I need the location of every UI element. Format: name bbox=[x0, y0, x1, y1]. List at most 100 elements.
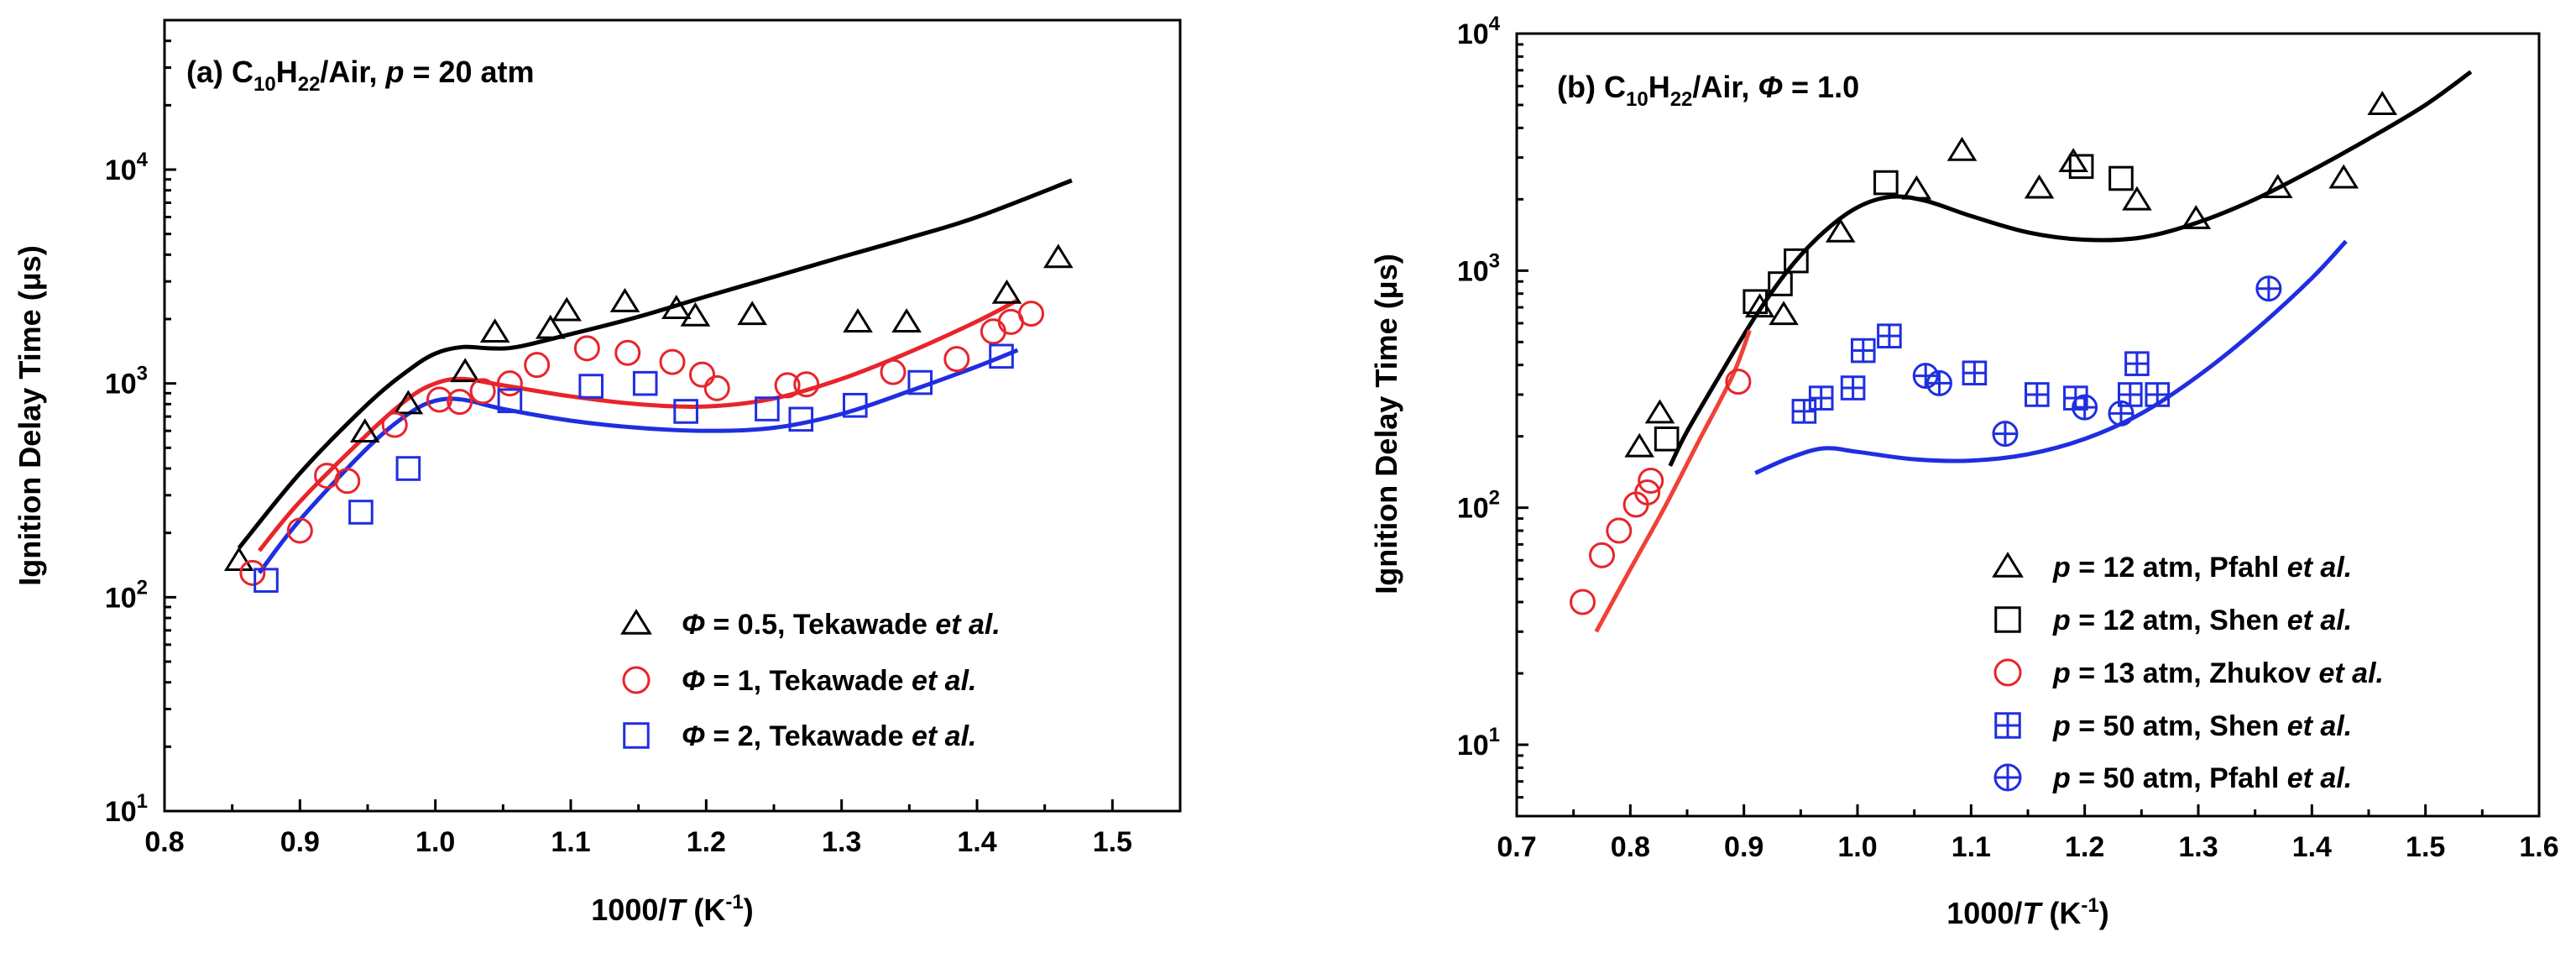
data-point-circle bbox=[1634, 479, 1661, 505]
svg-text:p = 12 atm, Pfahl et al.: p = 12 atm, Pfahl et al. bbox=[2052, 552, 2352, 584]
panel-b-model-lines bbox=[1594, 70, 2473, 633]
legend-marker-symbol bbox=[1992, 552, 2024, 578]
data-point-triangle bbox=[450, 358, 480, 383]
legend-item-pfahl-50atm: p = 50 atm, Pfahl et al. bbox=[1993, 762, 2352, 794]
svg-text:p = 50 atm, Pfahl et al.: p = 50 atm, Pfahl et al. bbox=[2052, 762, 2352, 794]
data-point-square bbox=[673, 399, 698, 424]
data-point-square bbox=[253, 568, 279, 593]
data-point-triangle bbox=[843, 308, 873, 332]
y-tick-label: 101 bbox=[105, 790, 148, 828]
data-point-triangle bbox=[2024, 174, 2055, 199]
data-point-triangle bbox=[2181, 205, 2212, 229]
model-line bbox=[1668, 70, 2473, 468]
panel-b-data-points bbox=[1569, 91, 2398, 615]
data-point-circle bbox=[1569, 589, 1596, 615]
y-tick-label: 102 bbox=[105, 576, 148, 614]
legend-square-marker bbox=[1994, 606, 2021, 633]
data-point-circle bbox=[573, 335, 600, 362]
panel-a-title: (a) C10H22/Air, p = 20 atm bbox=[186, 55, 535, 96]
y-tick-label: 103 bbox=[105, 363, 148, 400]
legend-item-shen-12atm: p = 12 atm, Shen et al. bbox=[1994, 605, 2352, 636]
x-tick-label: 1.3 bbox=[2178, 831, 2218, 863]
x-tick-label: 1.3 bbox=[822, 826, 861, 858]
data-point-circle bbox=[980, 318, 1006, 345]
data-point-circle bbox=[659, 348, 686, 375]
y-tick-label: 104 bbox=[105, 149, 149, 186]
panel-b-frame bbox=[1515, 32, 2541, 818]
data-point-triangle bbox=[609, 287, 640, 312]
x-tick-label: 1.0 bbox=[1837, 831, 1877, 863]
data-point-square bbox=[755, 396, 780, 421]
data-point-circle bbox=[447, 389, 473, 416]
svg-text:p = 13 atm, Zhukov et al.: p = 13 atm, Zhukov et al. bbox=[2052, 657, 2384, 689]
data-point-square bbox=[1768, 271, 1793, 296]
x-tick-label: 0.8 bbox=[144, 826, 184, 858]
data-point-circle bbox=[334, 468, 361, 495]
y-tick-label: 102 bbox=[1457, 487, 1500, 525]
model-line bbox=[1594, 329, 1752, 633]
data-point-triangle bbox=[1825, 217, 1856, 243]
x-tick-label: 1.0 bbox=[415, 826, 455, 858]
data-point-square bbox=[395, 456, 421, 481]
svg-text:p = 12 atm, Shen et al.: p = 12 atm, Shen et al. bbox=[2052, 605, 2352, 636]
data-point-circle-plus bbox=[2108, 400, 2134, 427]
data-point-square bbox=[989, 343, 1014, 369]
data-point-square bbox=[788, 406, 814, 432]
data-point-triangle bbox=[1946, 136, 1978, 161]
data-point-triangle bbox=[535, 314, 566, 339]
legend-item-zhukov-13atm: p = 13 atm, Zhukov et al. bbox=[1993, 657, 2384, 689]
data-point-triangle bbox=[349, 418, 380, 443]
legend-marker-symbol bbox=[1993, 658, 2022, 687]
data-point-triangle bbox=[737, 301, 767, 326]
x-tick-label: 1.1 bbox=[1952, 831, 1991, 863]
data-point-circle bbox=[1018, 301, 1045, 327]
data-point-circle bbox=[880, 359, 907, 385]
data-point-square bbox=[1784, 248, 1809, 274]
legend-triangle-marker bbox=[620, 609, 652, 635]
data-point-circle-plus bbox=[1992, 421, 2019, 448]
legend-marker-symbol bbox=[623, 722, 650, 749]
legend-marker-symbol bbox=[620, 609, 652, 635]
data-point-triangle bbox=[551, 296, 582, 322]
data-point-square-plus bbox=[1850, 338, 1876, 364]
svg-text:p = 50 atm, Shen et al.: p = 50 atm, Shen et al. bbox=[2052, 710, 2352, 742]
x-tick-label: 1.6 bbox=[2519, 831, 2558, 863]
x-tick-label: 1.2 bbox=[687, 826, 726, 858]
data-point-triangle bbox=[991, 279, 1022, 304]
panel-a-frame bbox=[163, 18, 1182, 813]
panel-b: 0.7 0.8 0.9 1.0 1.1 1.2 1.3 1.4 1.5 1.6 101 102 103 1… bbox=[1369, 13, 2559, 930]
panel-a-ticks: 0.8 0.9 1.0 1.1 1.2 1.3 1.4 1.5 101 102 103 104 bbox=[105, 18, 1132, 858]
x-tick-label: 1.1 bbox=[551, 826, 590, 858]
data-point-triangle bbox=[661, 295, 692, 319]
legend-marker-symbol bbox=[1994, 712, 2021, 739]
panel-b-label: (b) bbox=[1557, 70, 1596, 104]
svg-text:Φ = 2, Tekawade et al.: Φ = 2, Tekawade et al. bbox=[682, 720, 976, 752]
data-point-square bbox=[348, 500, 374, 525]
x-tick-label: 1.5 bbox=[1093, 826, 1132, 858]
data-point-circle bbox=[793, 371, 820, 398]
legend-marker-symbol bbox=[1993, 763, 2022, 792]
data-point-square-plus bbox=[2124, 351, 2150, 376]
x-tick-label: 0.9 bbox=[1724, 831, 1763, 863]
data-point-triangle bbox=[1769, 301, 1799, 326]
y-tick-label: 101 bbox=[1457, 724, 1500, 762]
data-point-circle bbox=[688, 361, 715, 388]
data-point-circle bbox=[703, 374, 730, 401]
data-point-triangle bbox=[223, 547, 254, 571]
x-tick-label: 1.2 bbox=[2065, 831, 2104, 863]
panel-b-ylabel: Ignition Delay Time (μs) bbox=[1369, 254, 1403, 594]
x-tick-label: 1.4 bbox=[2292, 831, 2332, 863]
data-point-circle bbox=[1638, 468, 1664, 495]
data-point-circle bbox=[1725, 369, 1752, 395]
x-tick-label: 0.9 bbox=[280, 826, 320, 858]
data-point-circle-plus bbox=[1912, 363, 1939, 390]
data-point-square bbox=[578, 374, 604, 399]
legend-triangle-marker bbox=[1992, 552, 2024, 578]
data-point-triangle bbox=[479, 318, 510, 343]
data-point-circle bbox=[1606, 517, 1633, 544]
y-tick-label: 104 bbox=[1457, 13, 1501, 50]
data-point-triangle bbox=[680, 301, 711, 327]
data-point-circle-plus bbox=[2255, 275, 2282, 302]
x-tick-label: 0.7 bbox=[1497, 831, 1536, 863]
